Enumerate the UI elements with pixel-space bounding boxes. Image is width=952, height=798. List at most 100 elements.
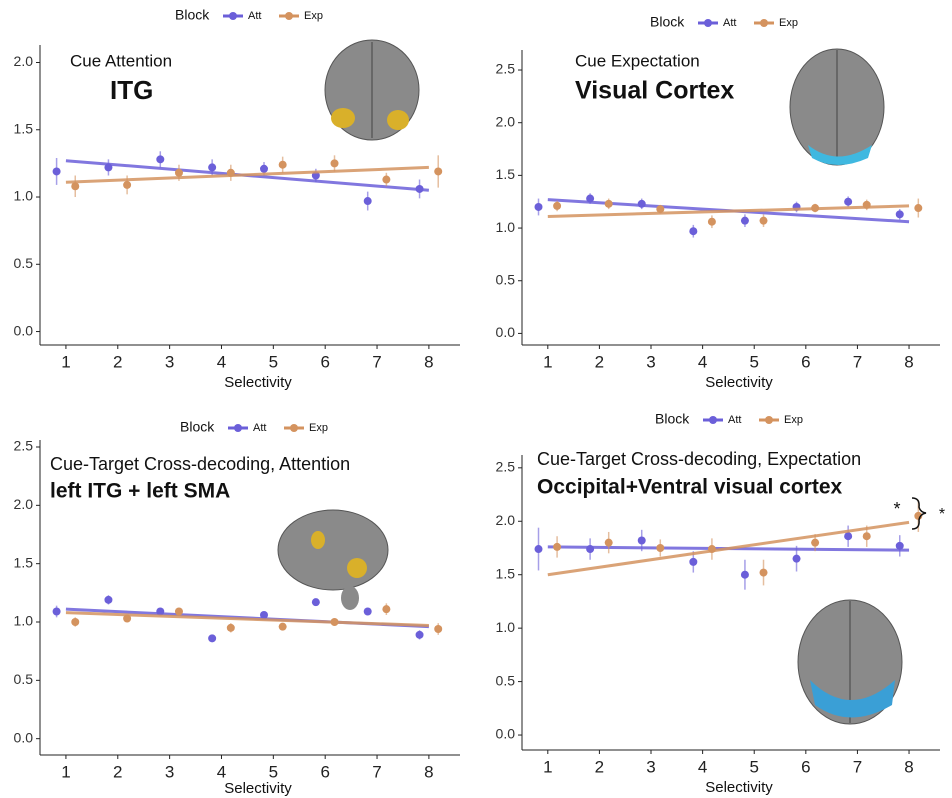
- x-tick-label: 5: [749, 352, 758, 371]
- y-tick-label: 0.0: [496, 324, 516, 340]
- x-tick-label: 2: [113, 352, 122, 371]
- y-tick-label: 2.5: [14, 438, 34, 454]
- y-tick-label: 1.0: [496, 219, 516, 235]
- point: [760, 569, 768, 577]
- y-tick-label: 0.0: [14, 322, 34, 338]
- chart-title: Cue-Target Cross-decoding, Attention: [50, 454, 350, 474]
- point: [914, 204, 922, 212]
- figure: 0.00.51.01.52.012345678SelectivityCue At…: [0, 0, 952, 798]
- point: [260, 611, 268, 619]
- point: [689, 227, 697, 235]
- point: [331, 618, 339, 626]
- x-tick-label: 6: [801, 757, 810, 776]
- point: [208, 634, 216, 642]
- point: [416, 631, 424, 639]
- x-tick-label: 4: [698, 352, 707, 371]
- point: [382, 176, 390, 184]
- x-tick-label: 4: [217, 762, 226, 781]
- x-tick-label: 4: [698, 757, 707, 776]
- legend-title: Block: [655, 411, 690, 427]
- point: [605, 200, 613, 208]
- point: [123, 615, 131, 623]
- x-tick-label: 7: [853, 352, 862, 371]
- point: [708, 545, 716, 553]
- y-tick-label: 0.5: [496, 672, 516, 688]
- x-tick-label: 5: [269, 352, 278, 371]
- x-tick-label: 7: [372, 762, 381, 781]
- point: [656, 205, 664, 213]
- point: [656, 544, 664, 552]
- legend-dot: [709, 416, 717, 424]
- point: [605, 539, 613, 547]
- point: [71, 182, 79, 190]
- point: [638, 200, 646, 208]
- x-tick-label: 8: [904, 352, 913, 371]
- brain-bottom-left: [278, 510, 388, 610]
- legend-title: Block: [175, 7, 210, 23]
- y-tick-label: 0.0: [496, 726, 516, 742]
- point: [156, 155, 164, 163]
- point: [741, 217, 749, 225]
- x-tick-label: 2: [595, 352, 604, 371]
- point: [535, 203, 543, 211]
- legend-label: Exp: [309, 422, 328, 434]
- point: [863, 532, 871, 540]
- y-tick-label: 2.5: [496, 61, 516, 77]
- legend-label: Att: [253, 422, 266, 434]
- point: [364, 197, 372, 205]
- trend-line: [548, 206, 909, 217]
- brain-bottom-right: [798, 600, 902, 724]
- y-tick-label: 2.5: [496, 459, 516, 475]
- x-tick-label: 5: [749, 757, 758, 776]
- x-tick-label: 7: [372, 352, 381, 371]
- legend-label: Att: [248, 10, 261, 22]
- y-tick-label: 1.5: [496, 166, 516, 182]
- legend-label: Exp: [784, 414, 803, 426]
- point: [760, 217, 768, 225]
- point: [382, 605, 390, 613]
- point: [811, 539, 819, 547]
- point: [71, 618, 79, 626]
- chart-subtitle: ITG: [110, 75, 153, 105]
- point: [844, 198, 852, 206]
- point: [741, 571, 749, 579]
- y-tick-label: 0.5: [496, 271, 516, 287]
- y-tick-label: 2.0: [14, 53, 34, 69]
- point: [364, 608, 372, 616]
- point: [227, 624, 235, 632]
- legend-label: Exp: [304, 10, 323, 22]
- trend-line: [66, 613, 429, 626]
- x-tick-label: 7: [853, 757, 862, 776]
- point: [586, 195, 594, 203]
- x-tick-label: 1: [61, 762, 70, 781]
- annotation: *: [939, 506, 945, 523]
- point: [279, 623, 287, 631]
- point: [175, 608, 183, 616]
- x-tick-label: 2: [113, 762, 122, 781]
- legend-dot: [704, 19, 712, 27]
- legend-dot: [285, 12, 293, 20]
- legend-dot: [765, 416, 773, 424]
- chart-subtitle: Visual Cortex: [575, 77, 734, 105]
- point: [208, 163, 216, 171]
- chart-subtitle: Occipital+Ventral visual cortex: [537, 476, 843, 499]
- x-tick-label: 3: [165, 762, 174, 781]
- trend-line: [66, 167, 429, 182]
- point: [260, 165, 268, 173]
- point: [793, 555, 801, 563]
- legend-label: Att: [728, 414, 741, 426]
- y-tick-label: 0.0: [14, 729, 34, 745]
- x-tick-label: 8: [424, 352, 433, 371]
- x-tick-label: 3: [646, 352, 655, 371]
- point: [104, 163, 112, 171]
- point: [535, 545, 543, 553]
- y-tick-label: 0.5: [14, 671, 34, 687]
- brain-top-right: [790, 49, 884, 165]
- chart-title: Cue-Target Cross-decoding, Expectation: [537, 449, 861, 469]
- point: [689, 558, 697, 566]
- point: [434, 167, 442, 175]
- x-tick-label: 6: [801, 352, 810, 371]
- y-tick-label: 1.5: [496, 565, 516, 581]
- y-tick-label: 1.0: [14, 613, 34, 629]
